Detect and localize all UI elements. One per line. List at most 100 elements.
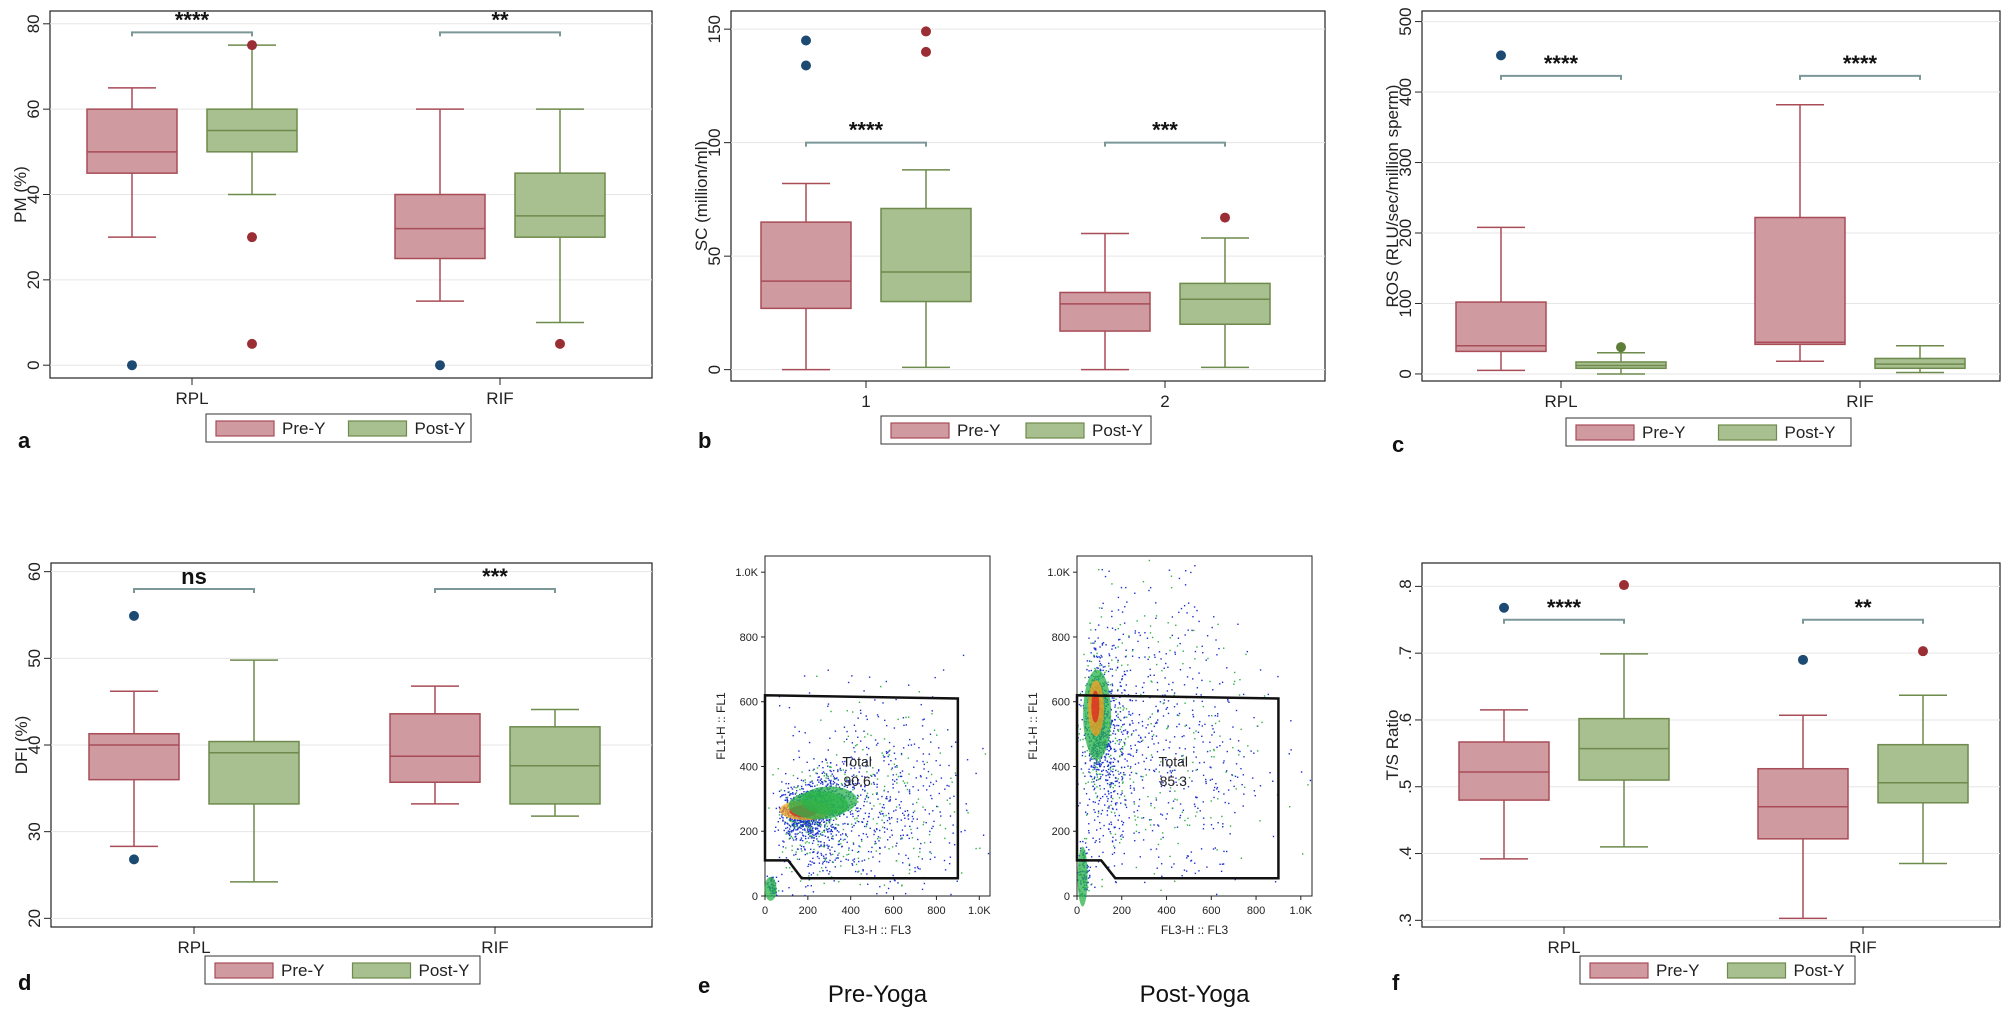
event-dot xyxy=(1198,723,1200,726)
event-dot xyxy=(874,775,876,777)
event-dot xyxy=(1120,719,1122,722)
event-dot xyxy=(867,850,870,853)
event-dot xyxy=(803,821,806,824)
event-dot xyxy=(778,790,781,793)
event-dot xyxy=(851,826,854,828)
event-dot xyxy=(1084,751,1086,753)
event-dot xyxy=(1196,646,1198,648)
event-dot xyxy=(790,797,792,800)
event-dot xyxy=(807,826,810,828)
event-dot xyxy=(1147,795,1149,798)
event-dot xyxy=(886,819,889,822)
y-tick-label: 40 xyxy=(25,736,44,755)
event-dot xyxy=(818,862,821,864)
event-dot xyxy=(1150,848,1152,851)
event-dot xyxy=(1213,756,1215,758)
event-dot xyxy=(1133,832,1135,834)
event-dot xyxy=(880,685,882,688)
event-dot xyxy=(919,847,921,850)
event-dot xyxy=(1176,799,1178,801)
event-dot xyxy=(784,793,787,796)
event-dot xyxy=(1088,832,1090,834)
event-dot xyxy=(1227,789,1230,791)
event-dot xyxy=(1156,681,1159,684)
event-dot xyxy=(1170,866,1173,868)
event-dot xyxy=(900,819,902,821)
event-dot xyxy=(1112,732,1114,735)
event-dot xyxy=(1177,842,1179,845)
event-dot xyxy=(1084,775,1086,777)
event-dot xyxy=(1174,826,1176,829)
event-dot xyxy=(1100,776,1102,778)
event-dot xyxy=(1109,786,1112,788)
event-dot xyxy=(1288,753,1290,755)
event-dot xyxy=(791,870,793,873)
event-dot xyxy=(1196,609,1198,612)
event-dot xyxy=(832,838,834,840)
event-dot xyxy=(1150,802,1152,805)
event-dot xyxy=(1117,688,1119,691)
event-dot xyxy=(929,830,931,833)
event-dot xyxy=(834,826,837,829)
event-dot xyxy=(1100,654,1102,657)
event-dot xyxy=(916,818,919,820)
event-dot xyxy=(1191,770,1194,772)
event-dot xyxy=(1086,852,1088,854)
event-dot xyxy=(1133,811,1135,813)
event-dot xyxy=(949,797,951,799)
event-dot xyxy=(1153,725,1156,728)
event-dot xyxy=(910,832,913,834)
box-body xyxy=(389,713,481,784)
y-tick-label: .7 xyxy=(1396,646,1415,660)
event-dot xyxy=(810,848,812,851)
event-dot xyxy=(828,820,830,823)
event-dot xyxy=(1124,674,1127,676)
event-dot xyxy=(1157,709,1159,712)
event-dot xyxy=(823,779,826,782)
event-dot xyxy=(778,806,781,808)
event-dot xyxy=(823,831,826,833)
event-dot xyxy=(1176,645,1179,647)
event-dot xyxy=(810,820,813,823)
event-dot xyxy=(779,796,782,798)
event-dot xyxy=(1217,713,1219,715)
event-dot xyxy=(1237,623,1239,625)
event-dot xyxy=(777,880,780,883)
event-dot xyxy=(859,883,861,886)
event-dot xyxy=(823,772,826,774)
event-dot xyxy=(1192,716,1195,718)
event-dot xyxy=(1104,671,1106,674)
event-dot xyxy=(1198,620,1200,623)
event-dot xyxy=(1155,768,1157,770)
event-dot xyxy=(949,803,951,805)
event-dot xyxy=(1195,769,1197,771)
event-dot xyxy=(1242,693,1245,696)
event-dot xyxy=(1153,743,1155,745)
event-dot xyxy=(1256,725,1259,727)
event-dot xyxy=(816,784,818,786)
event-dot xyxy=(828,873,830,875)
y-tick-label: 800 xyxy=(740,632,758,644)
event-dot xyxy=(1133,787,1135,789)
event-dot xyxy=(1198,870,1200,872)
event-dot xyxy=(811,861,813,863)
event-dot xyxy=(916,827,919,829)
event-dot xyxy=(1200,848,1203,850)
event-dot xyxy=(887,791,889,793)
significance-label: *** xyxy=(1152,118,1178,143)
event-dot xyxy=(795,821,797,823)
event-dot xyxy=(846,730,848,733)
event-dot xyxy=(863,690,865,692)
x-tick-label: 600 xyxy=(1202,905,1220,917)
event-dot xyxy=(889,836,891,838)
event-dot xyxy=(901,885,903,887)
x-tick-label: RIF xyxy=(481,938,508,957)
event-dot xyxy=(1131,720,1133,722)
event-dot xyxy=(888,812,890,815)
event-dot xyxy=(920,703,922,706)
event-dot xyxy=(851,779,853,781)
event-dot xyxy=(1123,852,1125,855)
event-dot xyxy=(918,746,920,749)
event-dot xyxy=(817,844,819,846)
event-dot xyxy=(874,840,876,843)
